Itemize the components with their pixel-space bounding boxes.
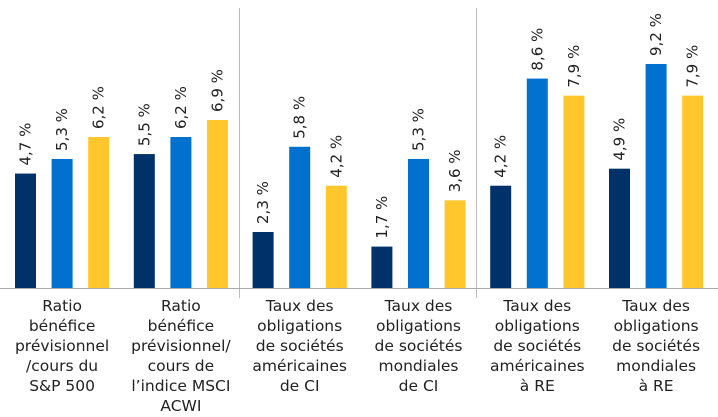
data-label: 9,2 %	[647, 13, 665, 56]
bar	[15, 173, 36, 288]
data-label: 6,9 %	[209, 69, 227, 112]
bar	[51, 158, 73, 288]
category-label: Ratio	[42, 297, 82, 315]
category-label: à RE	[520, 377, 555, 395]
category-label: prévisionnel/	[131, 337, 231, 355]
category-label: de sociétés	[612, 337, 700, 355]
category-label: obligations	[495, 317, 580, 335]
data-label: 3,6 %	[446, 149, 464, 192]
data-label: 4,2 %	[327, 135, 345, 178]
bar	[325, 185, 347, 288]
bar	[563, 95, 585, 288]
data-label: 8,6 %	[528, 28, 546, 71]
category-label: bénéfice	[148, 317, 215, 335]
category-label: obligations	[257, 317, 342, 335]
category-label: obligations	[376, 317, 461, 335]
bar	[371, 246, 393, 288]
category-label: Taux des	[621, 297, 690, 315]
data-label: 1,7 %	[373, 196, 391, 239]
bar	[207, 119, 228, 288]
category-label: à RE	[639, 377, 674, 395]
bar	[645, 63, 667, 289]
data-label: 2,3 %	[254, 181, 272, 224]
category-label: de CI	[280, 377, 320, 395]
bar	[526, 78, 548, 288]
data-label: 6,2 %	[90, 86, 108, 129]
data-label: 5,3 %	[410, 108, 428, 151]
data-label: 4,2 %	[492, 135, 510, 178]
category-label: obligations	[614, 317, 699, 335]
category-label: Taux des	[265, 297, 334, 315]
bar	[289, 146, 311, 288]
data-label: 5,8 %	[291, 96, 309, 139]
data-label: 4,9 %	[611, 118, 629, 161]
bar	[609, 168, 630, 288]
category-label: de sociétés	[375, 337, 463, 355]
bar	[444, 200, 466, 288]
category-label: américaines	[252, 357, 347, 375]
category-label: Ratio	[161, 297, 201, 315]
data-label: 7,9 %	[684, 45, 702, 88]
data-label: 5,3 %	[53, 108, 71, 151]
bar	[133, 154, 155, 288]
category-label: mondiales	[616, 357, 696, 375]
bar	[88, 137, 110, 288]
category-label: américaines	[490, 357, 585, 375]
data-label: 5,5 %	[135, 103, 153, 146]
category-label: S&P 500	[29, 377, 95, 395]
category-label: bénéfice	[29, 317, 96, 335]
data-label: 7,9 %	[565, 45, 583, 88]
category-label: de sociétés	[493, 337, 581, 355]
bar	[170, 137, 192, 288]
category-label: mondiales	[379, 357, 459, 375]
category-label: de CI	[399, 377, 439, 395]
category-label: prévisionnel	[15, 337, 109, 355]
category-label: Taux des	[384, 297, 453, 315]
category-label: /cours du	[26, 357, 98, 375]
category-label: ACWI	[160, 397, 201, 415]
data-label: 4,7 %	[17, 123, 35, 166]
category-label: l’indice MSCI	[131, 377, 230, 395]
bar	[490, 185, 512, 288]
category-label: de sociétés	[256, 337, 344, 355]
bar	[682, 95, 704, 288]
bar	[408, 158, 429, 288]
data-label: 6,2 %	[172, 86, 190, 129]
category-label: Taux des	[502, 297, 571, 315]
category-label: cours de	[148, 357, 215, 375]
bar	[252, 231, 274, 288]
